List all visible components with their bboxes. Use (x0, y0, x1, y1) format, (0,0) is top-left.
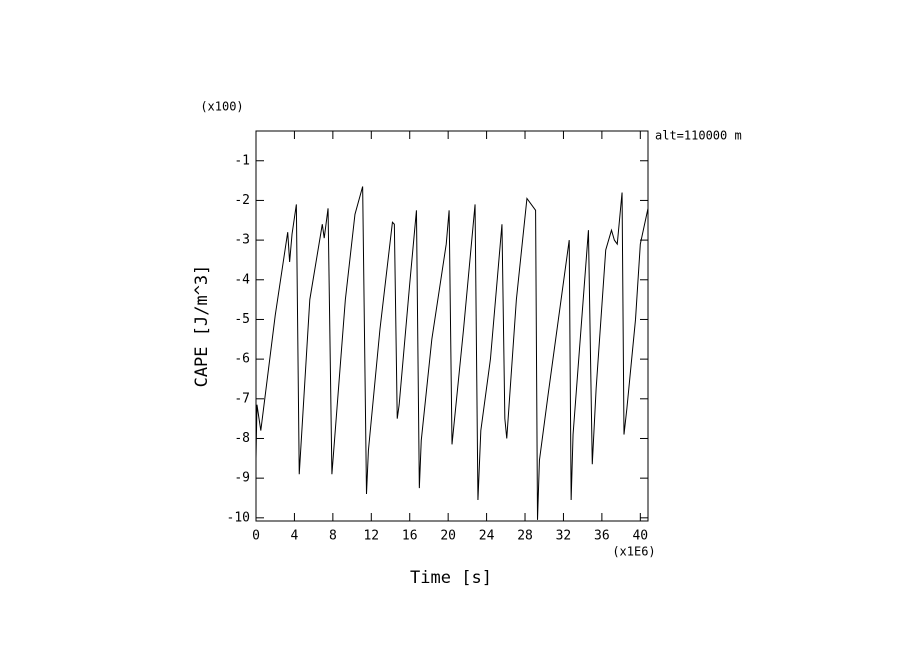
y-tick-label: -4 (234, 272, 250, 287)
x-tick-label: 24 (479, 529, 495, 544)
x-tick-label: 40 (632, 529, 648, 544)
y-multiplier: (x100) (200, 100, 243, 114)
y-tick-label: -3 (234, 233, 250, 248)
x-tick-label: 16 (402, 529, 418, 544)
x-tick-label: 8 (329, 529, 337, 544)
x-axis-label: Time [s] (410, 568, 492, 588)
y-tick-label: -6 (234, 352, 250, 367)
y-tick-label: -5 (234, 312, 250, 327)
annotation: alt=110000 m (655, 129, 742, 143)
y-tick-label: -10 (227, 510, 250, 525)
x-tick-label: 4 (291, 529, 299, 544)
x-tick-label: 32 (556, 529, 572, 544)
y-tick-label: -1 (234, 153, 250, 168)
y-axis-label: CAPE [J/m^3] (192, 265, 212, 388)
data-line (255, 186, 649, 520)
y-tick-label: -9 (234, 471, 250, 486)
y-tick-label: -8 (234, 431, 250, 446)
x-tick-label: 12 (363, 529, 379, 544)
x-tick-label: 20 (440, 529, 456, 544)
x-tick-label: 28 (517, 529, 533, 544)
y-tick-label: -7 (234, 391, 250, 406)
x-tick-label: 0 (252, 529, 260, 544)
x-multiplier: (x1E6) (612, 545, 655, 559)
plot-frame (255, 130, 649, 522)
y-tick-label: -2 (234, 193, 250, 208)
x-tick-label: 36 (594, 529, 610, 544)
